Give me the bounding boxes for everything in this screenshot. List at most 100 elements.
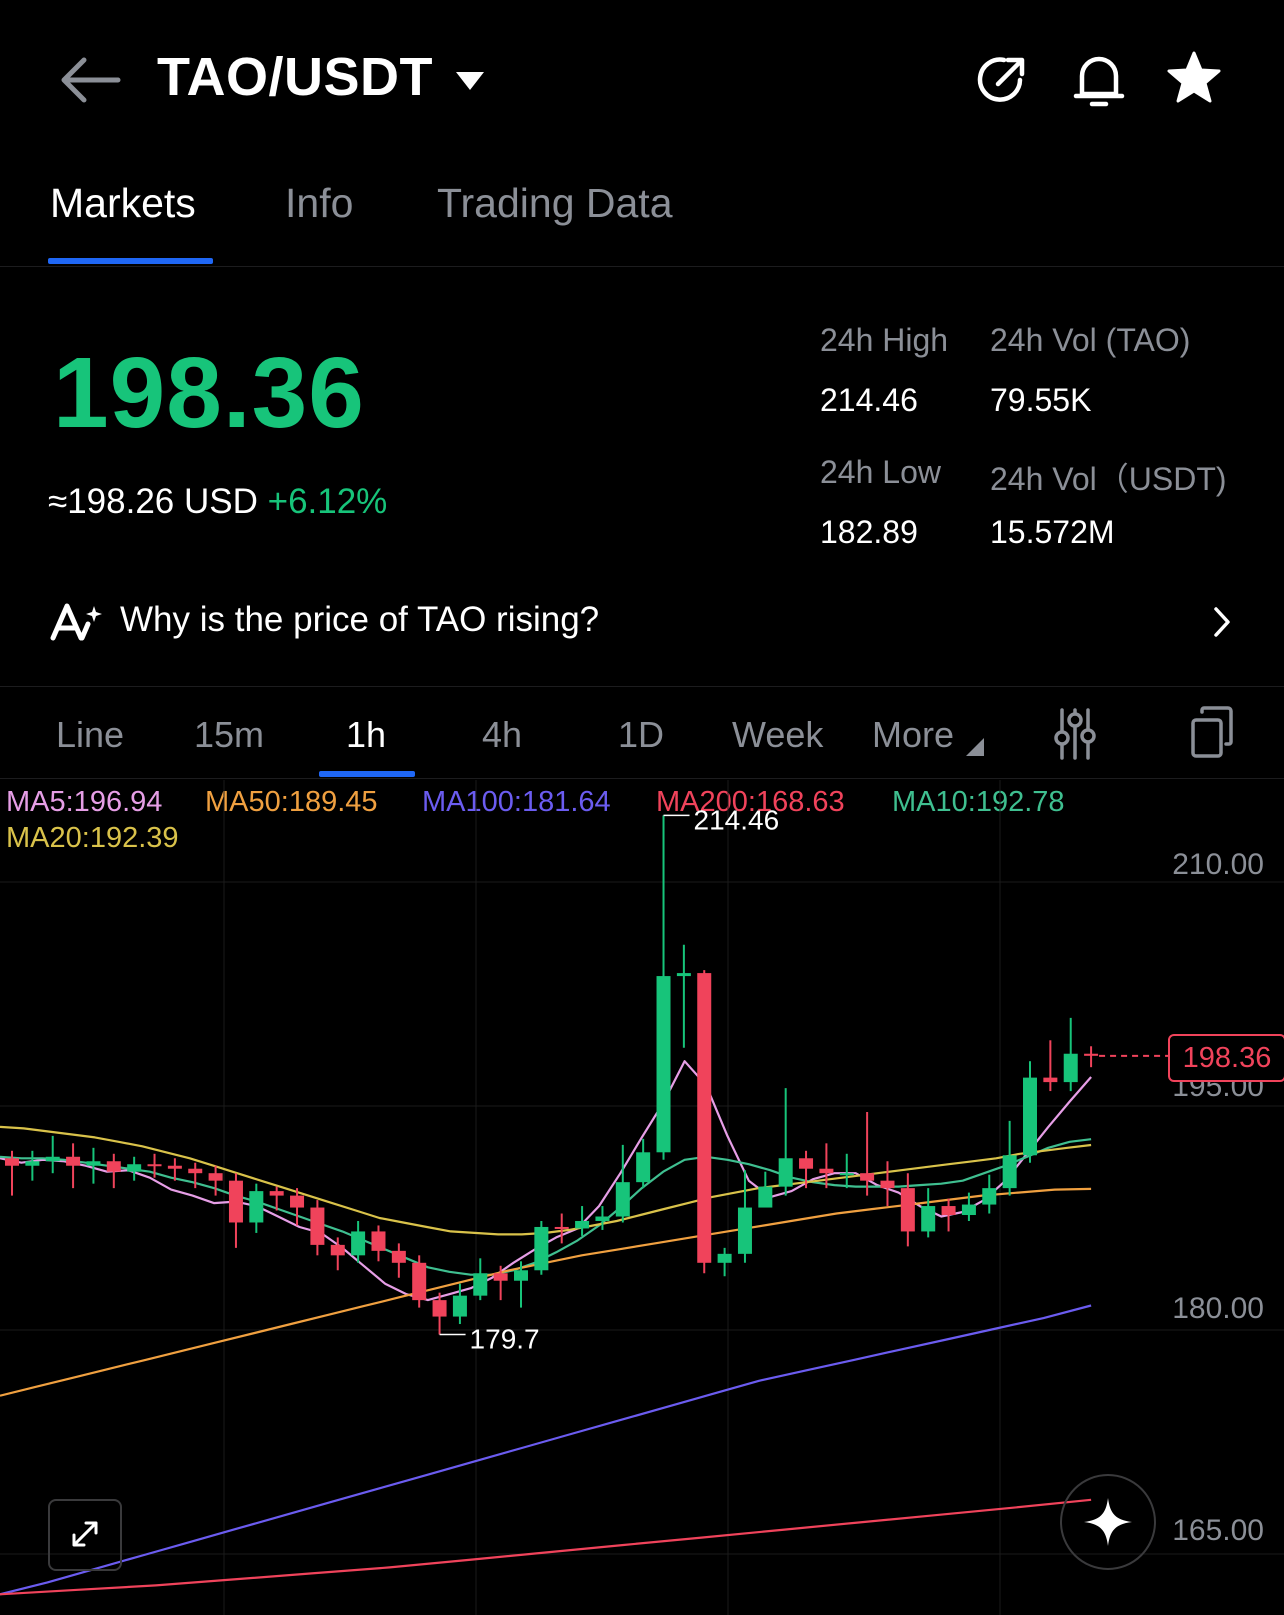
candle [167, 1158, 182, 1181]
chart-grid [0, 780, 1284, 1615]
tf-15m[interactable]: 15m [194, 714, 265, 755]
candle-body [717, 1253, 732, 1263]
candle-body [656, 976, 671, 1153]
ai-insight-icon [50, 603, 102, 641]
candle [676, 944, 691, 1048]
candle-body [371, 1231, 386, 1251]
insight-text: Why is the price of TAO rising? [120, 600, 600, 639]
candle [86, 1147, 101, 1184]
ma10-legend: MA10:192.78 [892, 786, 1065, 818]
candle [737, 1170, 752, 1263]
candle-body [514, 1270, 528, 1281]
candle-body [249, 1191, 264, 1223]
low-value: 182.89 [820, 514, 918, 550]
ma100-legend: MA100:181.64 [422, 786, 611, 818]
back-button[interactable] [56, 52, 122, 108]
chart-layout-button[interactable] [1190, 706, 1234, 765]
favorite-button[interactable] [1166, 50, 1222, 111]
tab-trading-data[interactable]: Trading Data [437, 180, 673, 226]
candle [351, 1220, 366, 1263]
candles [5, 815, 1099, 1335]
indicator-settings-button[interactable] [1054, 708, 1096, 765]
tf-1d[interactable]: 1D [618, 714, 665, 755]
candle [1043, 1040, 1058, 1092]
candle [269, 1186, 284, 1211]
candle [5, 1150, 19, 1196]
y-tick-165: 165.00 [1172, 1514, 1264, 1547]
insight-row[interactable]: Why is the price of TAO rising? [0, 590, 1284, 654]
candle [636, 1138, 651, 1189]
candle [330, 1237, 345, 1271]
tf-week[interactable]: Week [732, 714, 824, 755]
candle [839, 1153, 854, 1189]
ma20-legend: MA20:192.39 [6, 822, 179, 854]
alert-button[interactable] [1072, 50, 1126, 115]
candle-body [86, 1161, 101, 1166]
pair-title[interactable]: TAO/USDT [157, 47, 433, 107]
tab-info[interactable]: Info [285, 180, 354, 226]
candle [717, 1247, 732, 1277]
candle-body [493, 1273, 508, 1281]
candle-body [554, 1226, 569, 1229]
candle [1002, 1120, 1017, 1196]
candlestick-chart[interactable]: 214.46 179.7 [0, 780, 1284, 1615]
divider [0, 778, 1284, 779]
candle [473, 1258, 488, 1301]
price-change: +6.12% [267, 482, 388, 521]
tf-more[interactable]: More [872, 714, 955, 755]
tf-1h[interactable]: 1h [346, 714, 387, 755]
tab-markets[interactable]: Markets [50, 180, 196, 226]
candle [514, 1261, 528, 1308]
tf-4h[interactable]: 4h [482, 714, 523, 755]
candle-body [127, 1164, 142, 1172]
candle-body [473, 1273, 488, 1296]
y-tick-180: 180.00 [1172, 1292, 1264, 1325]
candle [432, 1292, 447, 1335]
candle [45, 1135, 60, 1174]
star-icon [1167, 51, 1221, 103]
candle [391, 1243, 406, 1278]
candle [758, 1171, 773, 1208]
pair-dropdown[interactable] [454, 70, 486, 97]
candle [982, 1174, 997, 1214]
usd-price: ≈198.26 USD [48, 482, 258, 521]
candle-body [819, 1168, 834, 1174]
candle [188, 1162, 203, 1189]
chevron-right-icon [1214, 607, 1230, 637]
usd-price-line: ≈198.26 USD +6.12% [48, 482, 387, 522]
candle [880, 1161, 895, 1207]
candle [534, 1220, 549, 1275]
share-button[interactable] [974, 52, 1030, 113]
candle-body [1084, 1053, 1099, 1056]
candle [961, 1192, 976, 1221]
candle-body [147, 1164, 162, 1167]
candle-body [534, 1226, 549, 1271]
bell-icon [1073, 56, 1125, 107]
candle [208, 1165, 223, 1196]
candle [147, 1153, 162, 1178]
candle-body [45, 1156, 60, 1162]
candle [127, 1156, 142, 1181]
candle [25, 1150, 40, 1181]
candle [697, 970, 712, 1274]
fullscreen-button[interactable] [48, 1499, 122, 1571]
candle-body [167, 1165, 182, 1169]
candle [778, 1088, 793, 1196]
candle [615, 1144, 630, 1223]
candle [1023, 1061, 1037, 1163]
ai-assistant-button[interactable] [1060, 1474, 1156, 1570]
candle-body [961, 1204, 976, 1216]
candle-body [310, 1207, 325, 1245]
candle-body [839, 1173, 854, 1176]
vol-usdt-value: 15.572M [990, 514, 1115, 550]
candle [1084, 1046, 1099, 1068]
candle-body [412, 1262, 427, 1301]
candle-body [5, 1158, 19, 1166]
candle-body [432, 1300, 447, 1317]
candle [595, 1206, 610, 1230]
candle [575, 1206, 590, 1236]
candle [290, 1188, 305, 1226]
candle [900, 1173, 915, 1247]
candle-body [758, 1186, 773, 1208]
tf-line[interactable]: Line [56, 714, 125, 755]
